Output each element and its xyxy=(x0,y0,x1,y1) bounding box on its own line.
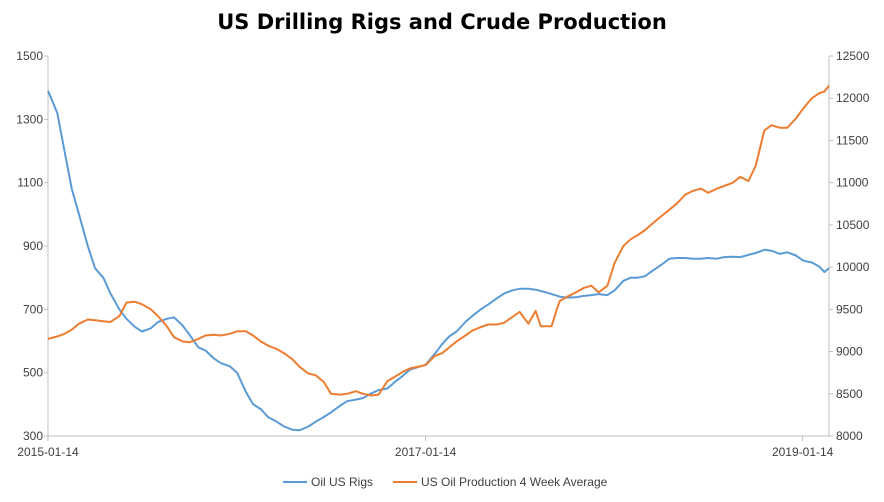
series-line-oil-us-rigs xyxy=(47,90,830,432)
right-axis-tick-label: 9500 xyxy=(836,302,863,316)
x-axis-tick-label: 2015-01-14 xyxy=(17,445,79,459)
right-axis-tick-label: 8000 xyxy=(836,429,863,443)
legend-label: Oil US Rigs xyxy=(311,475,373,489)
left-axis-tick-label: 900 xyxy=(23,239,43,253)
x-axis-tick-label: 2019-01-14 xyxy=(772,445,834,459)
right-axis-tick-label: 11000 xyxy=(836,176,869,190)
legend-label: US Oil Production 4 Week Average xyxy=(421,475,608,489)
right-axis-tick-label: 12000 xyxy=(836,91,870,105)
left-axis-tick-label: 1300 xyxy=(16,112,43,126)
x-axis-tick-label: 2017-01-14 xyxy=(395,445,457,459)
right-axis-tick-label: 12500 xyxy=(836,49,870,63)
chart-title: US Drilling Rigs and Crude Production xyxy=(217,10,667,34)
right-axis-tick-label: 8500 xyxy=(836,387,863,401)
left-axis-tick-label: 1500 xyxy=(16,49,43,63)
left-axis-tick-label: 700 xyxy=(23,302,43,316)
left-axis-tick-label: 500 xyxy=(23,366,43,380)
right-axis-tick-label: 9000 xyxy=(836,345,863,359)
right-axis-tick-label: 11500 xyxy=(836,133,869,147)
right-axis-tick-label: 10500 xyxy=(836,218,870,232)
right-axis-tick-label: 10000 xyxy=(836,260,870,274)
left-axis-tick-label: 300 xyxy=(23,429,43,443)
left-axis-tick-label: 1100 xyxy=(17,176,43,190)
series-line-us-oil-production xyxy=(47,84,830,397)
